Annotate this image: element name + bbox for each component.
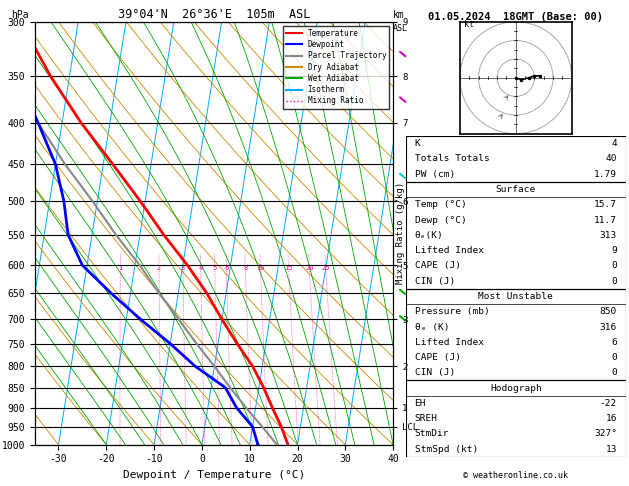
Text: 01.05.2024  18GMT (Base: 00): 01.05.2024 18GMT (Base: 00) xyxy=(428,12,603,22)
Text: 316: 316 xyxy=(600,323,617,331)
Text: ASL: ASL xyxy=(393,24,408,33)
Text: 16: 16 xyxy=(606,414,617,423)
Text: 0: 0 xyxy=(611,368,617,377)
Text: 3: 3 xyxy=(181,265,185,271)
Text: Lifted Index: Lifted Index xyxy=(415,246,484,255)
Text: 15: 15 xyxy=(284,265,293,271)
Text: 5: 5 xyxy=(213,265,217,271)
Text: 1: 1 xyxy=(118,265,123,271)
Text: 0: 0 xyxy=(611,277,617,286)
Text: Hodograph: Hodograph xyxy=(490,383,542,393)
Text: EH: EH xyxy=(415,399,426,408)
Text: 6: 6 xyxy=(225,265,228,271)
Text: K: K xyxy=(415,139,420,148)
X-axis label: Dewpoint / Temperature (°C): Dewpoint / Temperature (°C) xyxy=(123,470,305,480)
Legend: Temperature, Dewpoint, Parcel Trajectory, Dry Adiabat, Wet Adiabat, Isotherm, Mi: Temperature, Dewpoint, Parcel Trajectory… xyxy=(283,26,389,108)
Text: StmDir: StmDir xyxy=(415,430,449,438)
Text: θₑ (K): θₑ (K) xyxy=(415,323,449,331)
Text: Most Unstable: Most Unstable xyxy=(479,292,553,301)
Text: km: km xyxy=(393,10,405,20)
Text: 20: 20 xyxy=(305,265,314,271)
Text: -22: -22 xyxy=(600,399,617,408)
Text: Temp (°C): Temp (°C) xyxy=(415,200,466,209)
Text: CIN (J): CIN (J) xyxy=(415,277,455,286)
Text: 40: 40 xyxy=(606,155,617,163)
Text: CAPE (J): CAPE (J) xyxy=(415,353,460,362)
Text: StmSpd (kt): StmSpd (kt) xyxy=(415,445,478,454)
Text: kt: kt xyxy=(464,20,474,30)
Text: hPa: hPa xyxy=(11,10,29,20)
Text: Surface: Surface xyxy=(496,185,536,194)
Text: CIN (J): CIN (J) xyxy=(415,368,455,377)
Text: 9: 9 xyxy=(611,246,617,255)
Text: PW (cm): PW (cm) xyxy=(415,170,455,179)
Text: 2: 2 xyxy=(157,265,161,271)
Text: 10: 10 xyxy=(256,265,265,271)
Text: CAPE (J): CAPE (J) xyxy=(415,261,460,270)
Text: © weatheronline.co.uk: © weatheronline.co.uk xyxy=(464,471,568,480)
Text: Lifted Index: Lifted Index xyxy=(415,338,484,347)
Text: θₑ(K): θₑ(K) xyxy=(415,231,443,240)
Text: 1.79: 1.79 xyxy=(594,170,617,179)
Text: 13: 13 xyxy=(606,445,617,454)
Text: 8: 8 xyxy=(243,265,248,271)
Text: 6: 6 xyxy=(611,338,617,347)
Text: Dewp (°C): Dewp (°C) xyxy=(415,216,466,225)
Text: 0: 0 xyxy=(611,353,617,362)
Text: 313: 313 xyxy=(600,231,617,240)
Text: SREH: SREH xyxy=(415,414,438,423)
Title: 39°04'N  26°36'E  105m  ASL: 39°04'N 26°36'E 105m ASL xyxy=(118,8,310,21)
Text: 4: 4 xyxy=(199,265,203,271)
Text: 25: 25 xyxy=(321,265,330,271)
Text: 327°: 327° xyxy=(594,430,617,438)
Text: Pressure (mb): Pressure (mb) xyxy=(415,307,489,316)
Text: 0: 0 xyxy=(611,261,617,270)
Text: 15.7: 15.7 xyxy=(594,200,617,209)
Text: Mixing Ratio (g/kg): Mixing Ratio (g/kg) xyxy=(396,182,405,284)
Text: 11.7: 11.7 xyxy=(594,216,617,225)
Text: Totals Totals: Totals Totals xyxy=(415,155,489,163)
Text: 850: 850 xyxy=(600,307,617,316)
Text: 4: 4 xyxy=(611,139,617,148)
